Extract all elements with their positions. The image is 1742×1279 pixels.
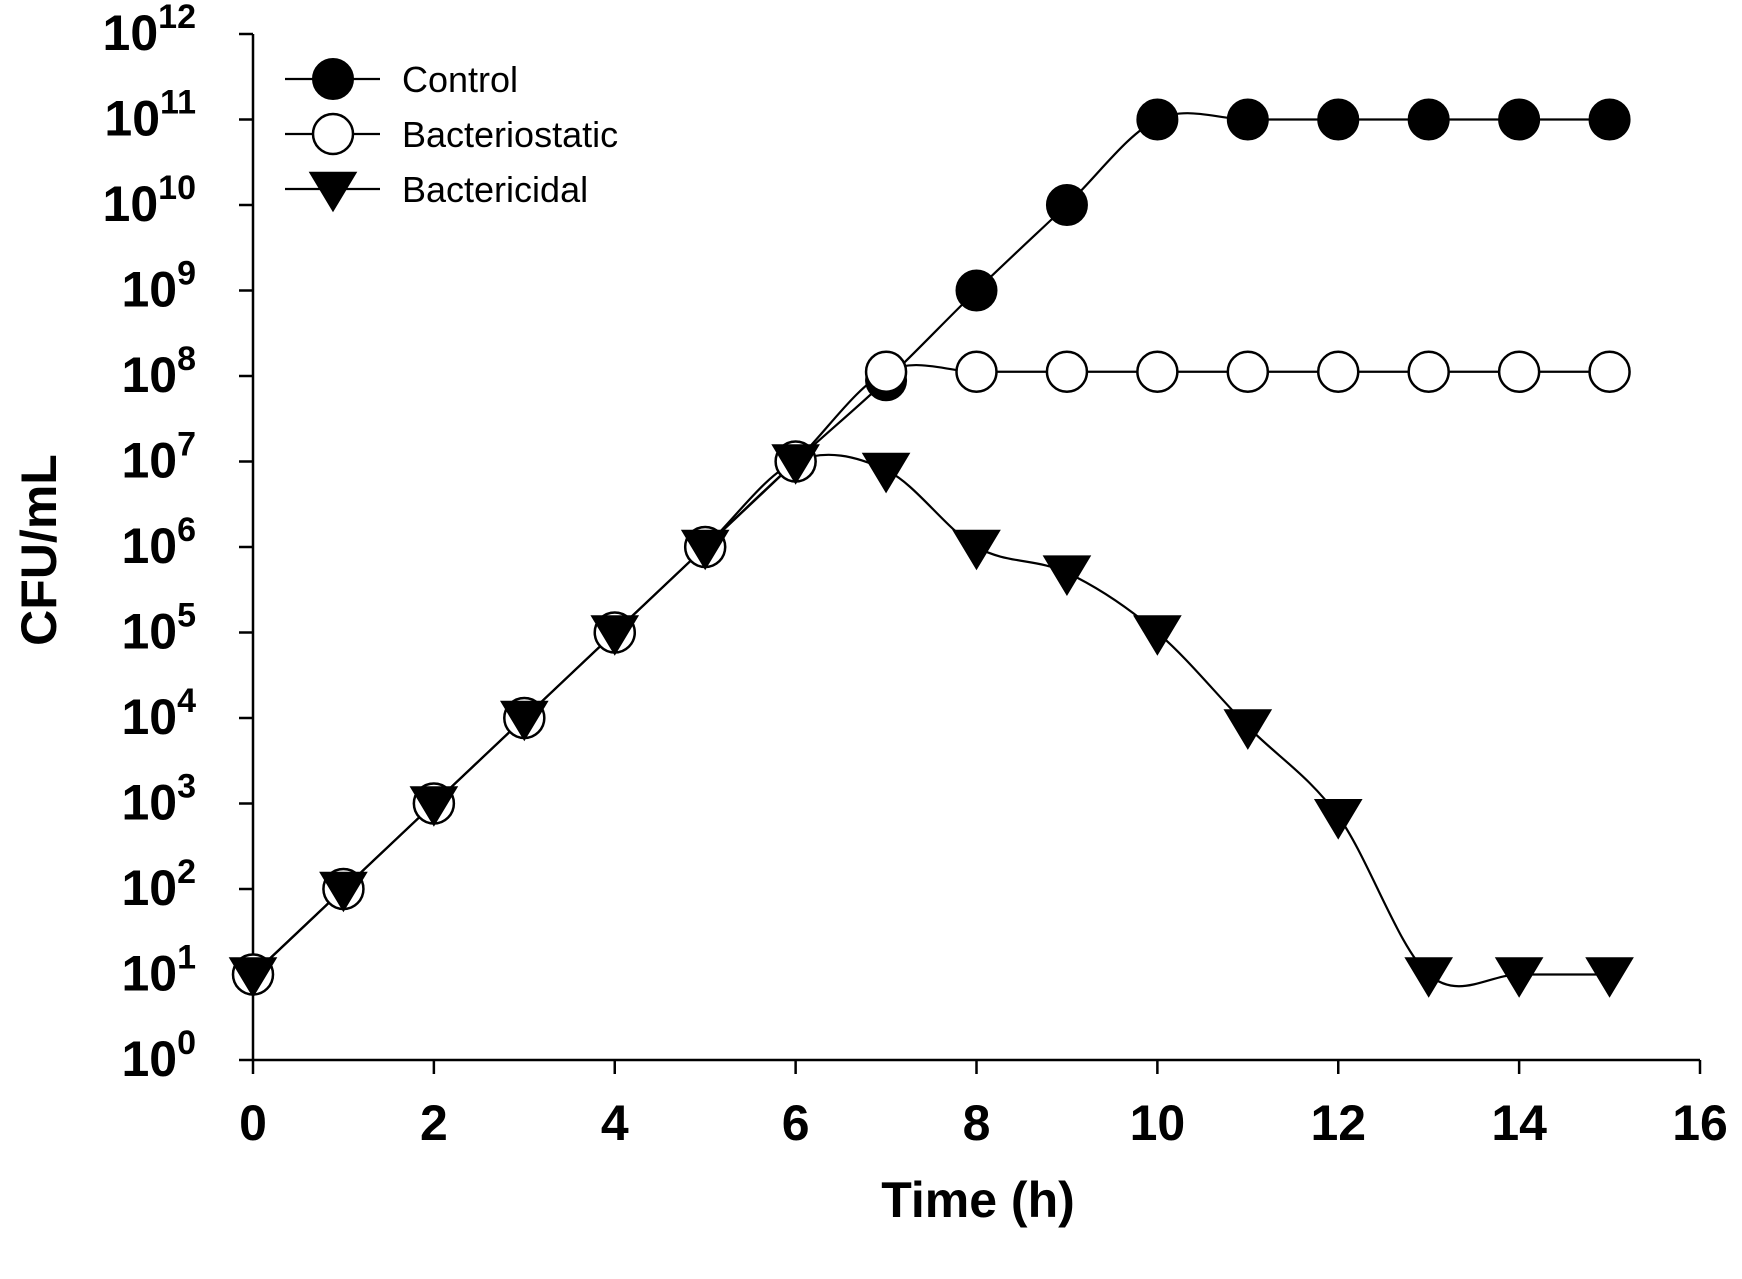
data-point	[1407, 350, 1450, 393]
data-point	[409, 786, 459, 827]
data-point	[861, 452, 911, 494]
x-tick-label: 10	[1130, 1095, 1186, 1151]
y-tick-label: 107	[121, 426, 196, 489]
y-tick-label: 102	[121, 853, 196, 916]
x-axis-label: Time (h)	[881, 1172, 1075, 1228]
data-point	[1042, 555, 1092, 596]
data-point	[771, 444, 820, 485]
y-tick-label: 106	[121, 511, 196, 574]
series-layer	[228, 98, 1634, 998]
series-points-bactericidal	[228, 444, 1634, 998]
data-point	[1136, 350, 1179, 393]
legend-label: Bactericidal	[402, 169, 588, 210]
data-point	[1226, 350, 1270, 393]
series-line-bactericidal	[252, 453, 1610, 988]
x-tick-label: 8	[963, 1095, 991, 1151]
y-tick-label: 109	[121, 255, 196, 318]
data-point	[1317, 350, 1360, 393]
data-point	[1404, 957, 1454, 998]
legend-marker	[308, 171, 358, 213]
data-point	[1588, 98, 1631, 141]
series-points-bacteriostatic	[231, 350, 1631, 996]
legend-entry-bactericidal: Bactericidal	[285, 169, 588, 213]
data-point	[1497, 350, 1541, 393]
data-point	[1226, 98, 1269, 141]
y-tick-label: 108	[121, 340, 196, 403]
legend-marker	[312, 58, 354, 100]
x-tick-label: 0	[239, 1095, 267, 1151]
x-tick-label: 6	[782, 1095, 810, 1151]
legend: Control Bacteriostatic Bactericidal	[285, 58, 618, 213]
data-point	[1045, 350, 1089, 393]
y-tick-label: 101	[121, 939, 196, 1002]
y-tick-label: 103	[121, 768, 196, 831]
x-tick-label: 4	[601, 1095, 629, 1151]
x-tick-label: 16	[1672, 1095, 1728, 1151]
data-point	[1045, 184, 1088, 226]
data-point	[1313, 799, 1363, 840]
series-line-bacteriostatic	[252, 364, 1610, 976]
data-point	[319, 871, 368, 913]
data-point	[955, 350, 998, 393]
y-ticks: 100 101 102 103 104 105 106 107 108 109 1010 1011 10…	[103, 0, 253, 1087]
y-tick-label: 105	[121, 597, 196, 660]
data-point	[955, 269, 998, 312]
y-tick-label: 1011	[104, 84, 196, 147]
legend-label: Control	[402, 59, 518, 100]
y-tick-label: 104	[121, 682, 196, 745]
data-point	[1407, 98, 1450, 141]
y-tick-label: 1010	[103, 169, 196, 232]
data-point	[499, 700, 549, 742]
x-tick-label: 12	[1310, 1095, 1366, 1151]
data-point	[864, 350, 908, 393]
data-point	[590, 615, 640, 656]
data-point	[952, 529, 1001, 571]
data-point	[680, 529, 730, 571]
legend-entry-control: Control	[285, 58, 518, 100]
series-line-control	[252, 112, 1610, 976]
x-tick-label: 2	[420, 1095, 448, 1151]
data-point	[1498, 98, 1541, 141]
legend-label: Bacteriostatic	[402, 114, 618, 155]
data-point	[228, 957, 278, 998]
y-axis-label: CFU/mL	[11, 454, 67, 646]
series-points-control	[232, 98, 1631, 996]
data-point	[1136, 98, 1179, 141]
legend-marker	[311, 112, 355, 156]
y-tick-label: 1012	[103, 0, 196, 61]
data-point	[1585, 957, 1634, 998]
legend-entry-bacteriostatic: Bacteriostatic	[285, 112, 618, 156]
data-point	[1588, 350, 1631, 393]
y-tick-label: 100	[121, 1024, 196, 1087]
x-tick-label: 14	[1491, 1095, 1547, 1151]
data-point	[1133, 615, 1182, 656]
data-point	[1317, 98, 1360, 141]
data-point	[1494, 957, 1544, 998]
data-point	[1223, 709, 1273, 750]
x-ticks: 0 2 4 6 8 10 12 14 16	[239, 1060, 1728, 1151]
